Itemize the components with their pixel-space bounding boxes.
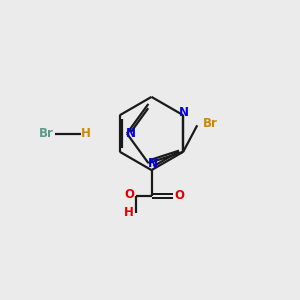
Text: H: H xyxy=(124,206,134,220)
Text: Br: Br xyxy=(39,127,54,140)
Text: H: H xyxy=(81,127,90,140)
Text: N: N xyxy=(148,157,158,169)
Text: N: N xyxy=(179,106,189,119)
Text: Br: Br xyxy=(202,117,217,130)
Text: O: O xyxy=(124,188,134,202)
Text: N: N xyxy=(126,127,136,140)
Text: O: O xyxy=(175,189,185,202)
